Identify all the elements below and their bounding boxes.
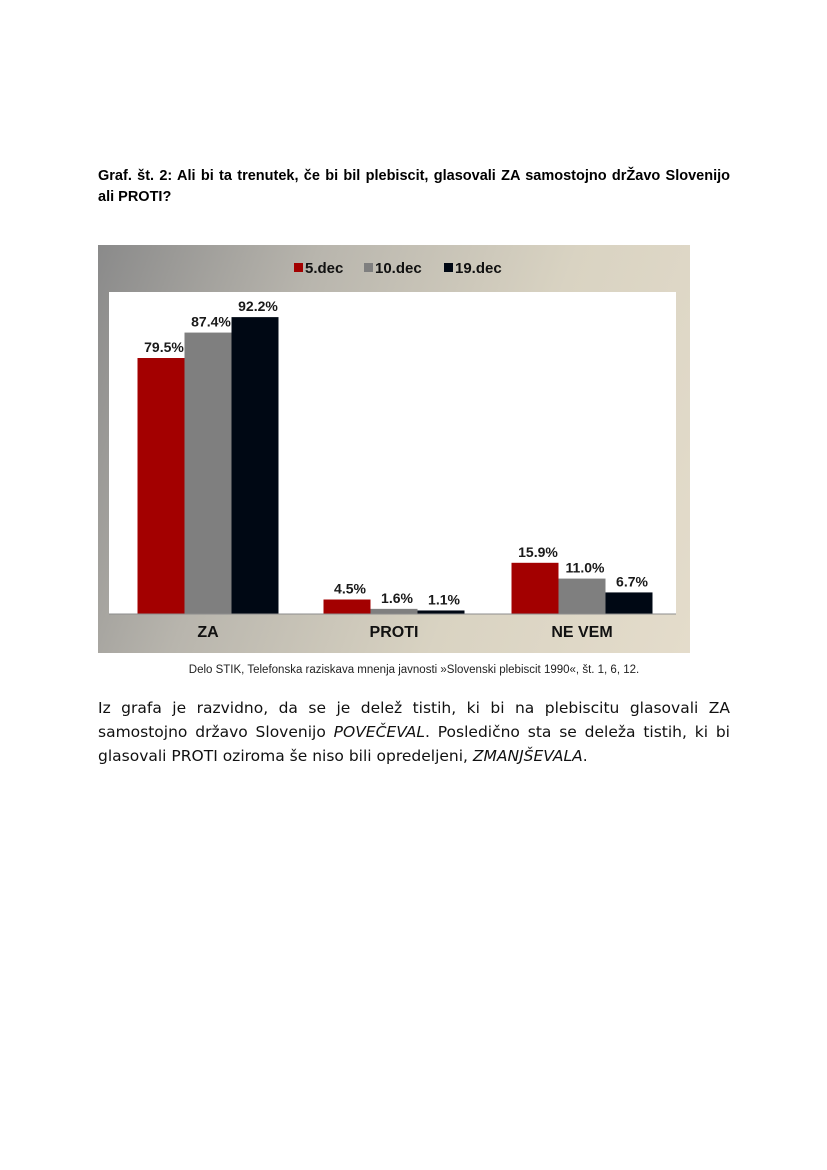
chart-heading: Graf. št. 2: Ali bi ta trenutek, če bi b… — [98, 168, 730, 205]
bar-5.dec-PROTI — [323, 599, 371, 614]
data-label: 87.4% — [191, 314, 231, 330]
data-label: 6.7% — [616, 573, 648, 589]
bar-19.dec-ZA — [231, 317, 279, 614]
paragraph-text-3: . — [582, 747, 588, 765]
bar-10.dec-NE VEM — [558, 578, 606, 614]
category-label: PROTI — [370, 624, 419, 641]
bar-10.dec-PROTI — [370, 608, 418, 614]
data-label: 15.9% — [518, 544, 558, 560]
legend-swatch — [444, 263, 453, 272]
chart-svg: 79.5% 4.5% 15.9% 87.4% 1.6% 11.0% 92.2% 1.1% 6.7… — [109, 260, 676, 641]
bar-19.dec-NE VEM — [605, 592, 653, 614]
bar-19.dec-PROTI — [417, 610, 465, 614]
category-label: NE VEM — [551, 624, 612, 641]
chart-source-caption: Delo STIK, Telefonska raziskava mnenja j… — [188, 664, 640, 676]
body-paragraph: Iz grafa je razvidno, da se je delež tis… — [98, 696, 730, 768]
paragraph-emphasis-2: ZMANJŠEVALA — [472, 747, 583, 765]
bar-5.dec-NE VEM — [511, 562, 559, 614]
data-label: 79.5% — [144, 339, 184, 355]
paragraph-text-1: Iz grafa je razvidno, da se je delež tis… — [98, 699, 730, 741]
legend-swatch — [364, 263, 373, 272]
legend-label: 5.dec — [305, 260, 343, 277]
category-label: ZA — [197, 624, 219, 641]
data-label: 1.6% — [381, 590, 413, 606]
data-label: 1.1% — [428, 591, 460, 607]
bar-chart: 79.5% 4.5% 15.9% 87.4% 1.6% 11.0% 92.2% 1.1% 6.7… — [98, 245, 690, 653]
bar-5.dec-ZA — [137, 358, 185, 614]
paragraph-emphasis-1: POVEČEVAL — [333, 723, 425, 741]
legend-swatch — [294, 263, 303, 272]
legend-label: 10.dec — [375, 260, 422, 277]
data-label: 92.2% — [238, 298, 278, 314]
legend-label: 19.dec — [455, 260, 502, 277]
data-label: 11.0% — [566, 560, 605, 576]
paragraph-text-2: . Posledično sta se deleža tistih, ki bi… — [98, 723, 730, 765]
data-label: 4.5% — [334, 581, 366, 597]
bar-10.dec-ZA — [184, 332, 232, 614]
